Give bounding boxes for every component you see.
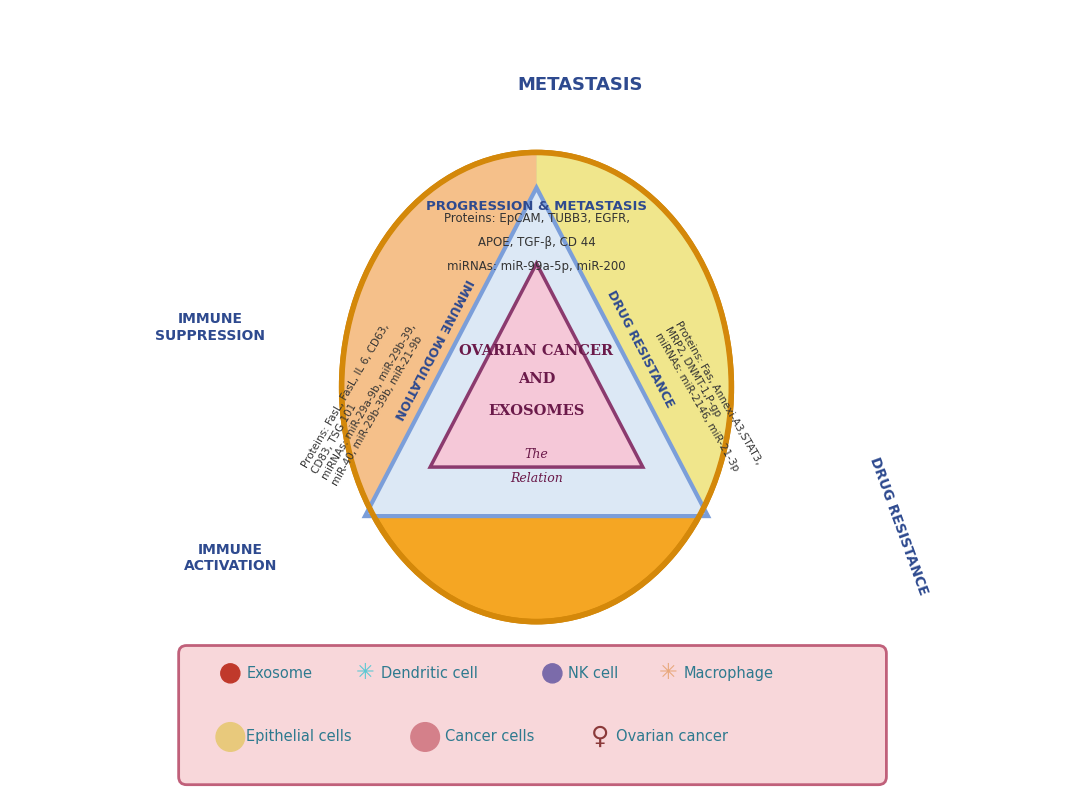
Text: Cancer cells: Cancer cells [445, 729, 534, 745]
Text: APOE, TGF-β, CD 44: APOE, TGF-β, CD 44 [477, 236, 596, 249]
Text: ✳: ✳ [659, 663, 677, 683]
Text: ✳: ✳ [356, 663, 374, 683]
Text: PROGRESSION & METASTASIS: PROGRESSION & METASTASIS [426, 200, 647, 212]
Circle shape [411, 723, 440, 751]
Text: OVARIAN CANCER: OVARIAN CANCER [459, 344, 614, 358]
Text: Relation: Relation [510, 472, 563, 485]
Text: The: The [525, 448, 548, 461]
Text: AND: AND [518, 372, 555, 386]
Text: DRUG RESISTANCE: DRUG RESISTANCE [604, 288, 676, 409]
Text: Ovarian cancer: Ovarian cancer [616, 729, 727, 745]
Text: Proteins: FasL, FasL, IL 6, CD63,
CD83, TSG 101
miRNAs: miR-29a-9b, miR-29b-39,
: Proteins: FasL, FasL, IL 6, CD63, CD83, … [300, 310, 428, 488]
FancyBboxPatch shape [178, 646, 886, 784]
Ellipse shape [341, 152, 732, 622]
Text: METASTASIS: METASTASIS [517, 76, 643, 94]
Circle shape [216, 723, 245, 751]
Text: Proteins: Fas, Annexi-A3,STAT3,
MRP2, DNMT-1,P-gp
miRNAs: miR-2146, miR-21-3p: Proteins: Fas, Annexi-A3,STAT3, MRP2, DN… [653, 320, 764, 478]
Text: IMMUNE MODULATION: IMMUNE MODULATION [392, 276, 475, 421]
Text: ♀: ♀ [591, 725, 609, 749]
Text: NK cell: NK cell [569, 666, 618, 681]
Text: DRUG RESISTANCE: DRUG RESISTANCE [867, 456, 930, 597]
PathPatch shape [341, 152, 536, 516]
Circle shape [543, 664, 562, 683]
Polygon shape [430, 263, 643, 467]
PathPatch shape [536, 152, 732, 516]
Text: Proteins: EpCAM, TUBB3, EGFR,: Proteins: EpCAM, TUBB3, EGFR, [443, 212, 630, 225]
Text: miRNAs: miR-99a-5p, miR-200: miRNAs: miR-99a-5p, miR-200 [447, 260, 626, 273]
Text: EXOSOMES: EXOSOMES [488, 404, 585, 418]
Circle shape [221, 664, 240, 683]
Text: Dendritic cell: Dendritic cell [381, 666, 479, 681]
Text: Exosome: Exosome [246, 666, 312, 681]
Text: Macrophage: Macrophage [684, 666, 774, 681]
PathPatch shape [341, 152, 732, 516]
Text: Epithelial cells: Epithelial cells [246, 729, 352, 745]
Polygon shape [365, 188, 708, 516]
Text: IMMUNE
SUPPRESSION: IMMUNE SUPPRESSION [156, 312, 265, 342]
Text: IMMUNE
ACTIVATION: IMMUNE ACTIVATION [183, 543, 277, 573]
